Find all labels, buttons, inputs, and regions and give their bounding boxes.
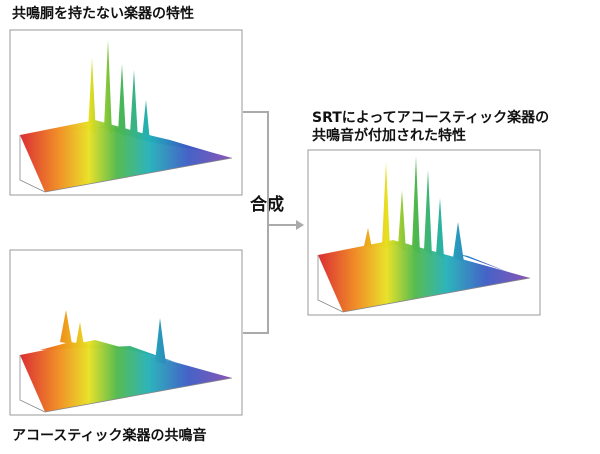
spectrum-plot [317, 156, 531, 313]
caption: 共鳴音が付加された特性 [312, 127, 466, 144]
connector [243, 111, 304, 334]
spectrum-plot [19, 310, 233, 413]
caption: 共鳴胴を持たない楽器の特性 [12, 5, 194, 22]
caption: アコースティック楽器の共鳴音 [12, 427, 206, 444]
caption: SRTによってアコースティック楽器の [312, 109, 549, 126]
spectrum-plot [19, 40, 233, 193]
